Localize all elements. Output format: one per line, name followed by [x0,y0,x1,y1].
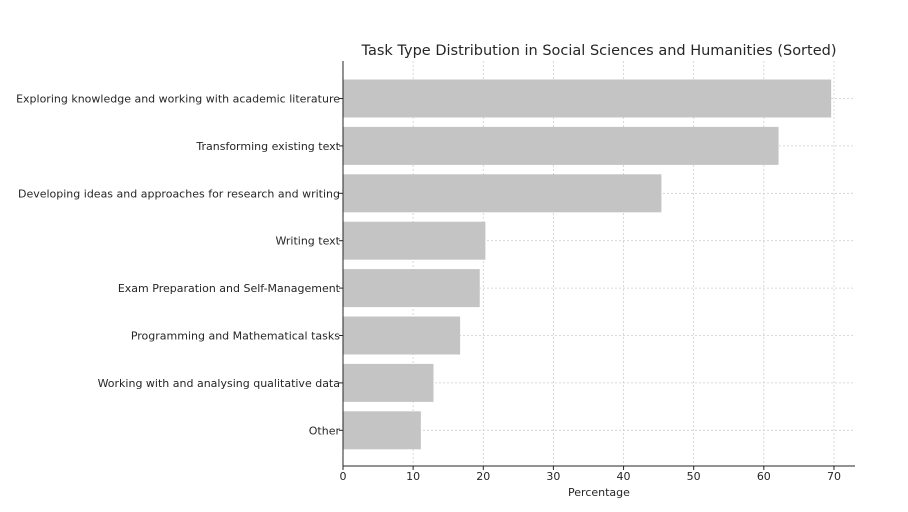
bar [343,269,480,308]
x-tick-label: 60 [757,470,771,483]
category-label: Other [309,424,341,437]
gridlines [342,61,855,466]
category-label: Exploring knowledge and working with aca… [16,93,340,106]
bars [343,79,832,450]
bar [343,79,832,118]
chart-title: Task Type Distribution in Social Science… [361,43,837,59]
bar [343,174,662,213]
bar [343,126,779,165]
category-label: Transforming existing text [195,140,340,153]
bar [343,411,421,450]
x-tick-label: 10 [406,470,420,483]
category-label: Writing text [276,235,341,248]
category-label: Programming and Mathematical tasks [131,330,340,343]
category-label: Exam Preparation and Self-Management [118,282,341,295]
bar [343,363,434,402]
x-tick-label: 40 [617,470,631,483]
bar [343,316,461,355]
x-tick-label: 70 [827,470,841,483]
axes [339,61,855,470]
x-tick-label: 0 [340,470,347,483]
category-label: Working with and analysing qualitative d… [98,377,340,390]
bar [343,221,486,260]
x-axis-label: Percentage [568,486,630,499]
axis-labels: 0 10 20 30 40 50 60 70 Exploring knowledge and w… [16,93,841,484]
x-tick-label: 50 [687,470,701,483]
x-tick-label: 30 [546,470,560,483]
category-label: Developing ideas and approaches for rese… [18,187,340,200]
x-tick-label: 20 [476,470,490,483]
